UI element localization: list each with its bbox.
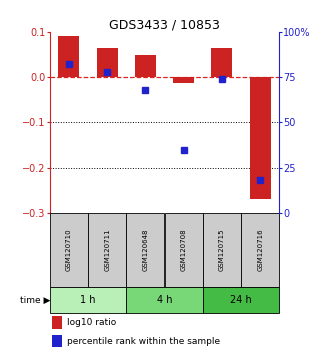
FancyBboxPatch shape — [165, 213, 203, 287]
Text: GSM120708: GSM120708 — [181, 229, 187, 271]
Bar — [52, 316, 62, 329]
FancyBboxPatch shape — [50, 213, 88, 287]
Text: GSM120716: GSM120716 — [257, 229, 263, 271]
Text: GSM120710: GSM120710 — [66, 229, 72, 271]
Text: 1 h: 1 h — [80, 295, 96, 305]
Title: GDS3433 / 10853: GDS3433 / 10853 — [109, 19, 220, 32]
FancyBboxPatch shape — [126, 287, 203, 313]
Text: percentile rank within the sample: percentile rank within the sample — [67, 337, 220, 346]
Text: 24 h: 24 h — [230, 295, 252, 305]
Text: 4 h: 4 h — [157, 295, 172, 305]
Bar — [250, 77, 271, 199]
Bar — [173, 77, 194, 82]
Bar — [58, 36, 79, 77]
Bar — [97, 48, 118, 77]
Bar — [135, 56, 156, 77]
Bar — [52, 335, 62, 348]
FancyBboxPatch shape — [203, 287, 279, 313]
Text: log10 ratio: log10 ratio — [67, 318, 116, 327]
FancyBboxPatch shape — [126, 213, 164, 287]
Text: GSM120711: GSM120711 — [104, 229, 110, 271]
Text: GSM120715: GSM120715 — [219, 229, 225, 271]
FancyBboxPatch shape — [203, 213, 241, 287]
Text: time ▶: time ▶ — [20, 296, 50, 305]
Text: GSM120648: GSM120648 — [143, 229, 148, 271]
FancyBboxPatch shape — [88, 213, 126, 287]
Bar — [211, 48, 232, 77]
FancyBboxPatch shape — [50, 287, 126, 313]
FancyBboxPatch shape — [241, 213, 279, 287]
